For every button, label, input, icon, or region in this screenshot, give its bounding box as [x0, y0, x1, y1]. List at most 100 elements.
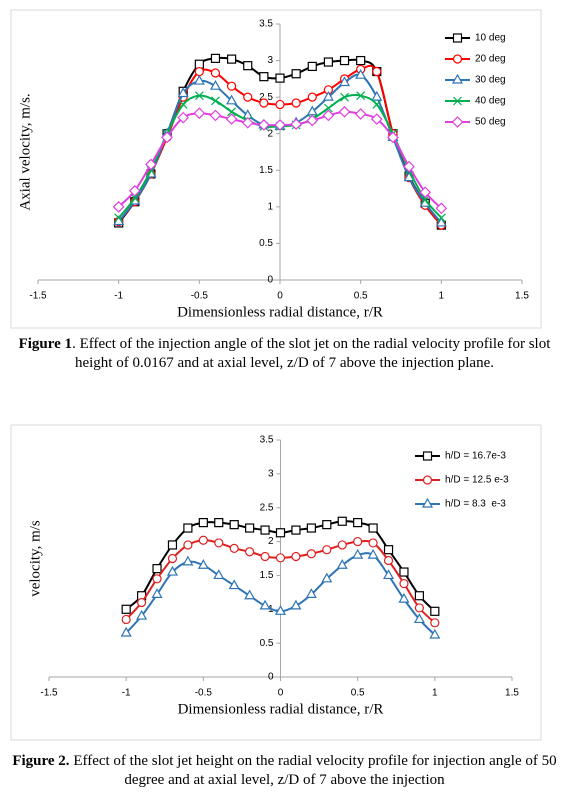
marker	[430, 606, 440, 616]
legend-label: h/D = 8.3 e-3	[445, 499, 506, 510]
marker	[291, 69, 301, 79]
marker	[209, 109, 222, 122]
marker	[245, 547, 255, 557]
marker	[387, 131, 399, 144]
caption-text: Effect of the slot jet height on the rad…	[69, 753, 557, 788]
x-tick-label: -0.5	[191, 291, 209, 302]
marker	[422, 475, 433, 485]
marker	[291, 525, 301, 535]
marker	[194, 66, 204, 77]
marker	[161, 131, 173, 144]
marker	[352, 548, 364, 559]
marker	[421, 497, 434, 508]
marker	[370, 113, 383, 125]
marker	[241, 116, 254, 129]
marker	[258, 119, 270, 131]
legend-label: h/D = 16.7e-3	[445, 451, 506, 462]
marker	[227, 54, 237, 64]
marker	[305, 588, 317, 598]
y-tick-label: 0.5	[259, 238, 273, 249]
marker	[291, 551, 301, 562]
marker	[452, 33, 463, 43]
marker	[275, 553, 286, 563]
x-tick-label: -0.5	[195, 688, 213, 699]
marker	[167, 540, 178, 550]
marker	[275, 528, 286, 538]
marker	[323, 57, 333, 67]
marker	[422, 451, 433, 461]
marker	[353, 518, 363, 528]
chart-frame	[10, 424, 542, 741]
marker	[137, 597, 147, 608]
marker	[166, 565, 178, 576]
marker	[413, 613, 425, 624]
caption-label: Figure 2.	[12, 753, 70, 769]
legend-label: 10 deg	[475, 33, 506, 44]
marker	[227, 81, 237, 91]
marker	[194, 91, 204, 101]
x-tick-label: 0.5	[354, 291, 368, 302]
marker	[307, 92, 317, 102]
marker	[152, 574, 162, 584]
marker	[260, 551, 270, 562]
x-tick-label: 0	[278, 688, 284, 699]
y-axis-title: velocity, m/s	[27, 520, 43, 597]
y-tick-label: 0	[268, 672, 274, 683]
marker	[338, 105, 351, 118]
caption-label: Figure 1	[18, 336, 73, 352]
y-tick-label: 1.5	[259, 165, 273, 176]
y-tick-label: 3.5	[260, 435, 274, 446]
marker	[114, 213, 124, 223]
y-tick-label: 2.5	[259, 92, 273, 103]
marker	[291, 98, 301, 108]
x-tick-label: -1	[122, 688, 131, 699]
legend-label: 50 deg	[475, 117, 506, 128]
y-tick-label: 3	[268, 468, 274, 479]
marker	[306, 523, 316, 533]
marker	[243, 92, 253, 102]
marker	[336, 559, 348, 569]
marker	[210, 53, 221, 63]
marker	[322, 90, 334, 101]
marker	[356, 91, 366, 101]
marker	[453, 96, 462, 106]
marker	[372, 66, 382, 77]
marker	[229, 520, 239, 530]
marker	[414, 603, 424, 613]
chart-frame	[10, 9, 542, 329]
legend-label: h/D = 12.5 e-3	[445, 475, 509, 486]
y-tick-label: 0.5	[260, 638, 274, 649]
legend-label: 40 deg	[475, 96, 506, 107]
x-tick-label: 1.5	[505, 688, 519, 699]
marker	[355, 68, 367, 79]
x-axis-title: Dimensionless radial distance, r/R	[177, 304, 383, 320]
marker	[178, 100, 188, 109]
marker	[372, 100, 382, 109]
marker	[323, 103, 333, 113]
marker	[213, 569, 225, 580]
marker	[339, 76, 351, 87]
x-tick-label: -1.5	[40, 688, 58, 699]
marker	[260, 525, 270, 535]
marker	[383, 569, 395, 580]
marker	[275, 99, 285, 110]
marker	[177, 111, 190, 124]
x-tick-label: 0.5	[351, 688, 365, 699]
caption: Figure 1. Effect of the injection angle …	[10, 335, 559, 373]
marker	[198, 535, 208, 545]
marker	[322, 545, 332, 555]
marker	[368, 538, 378, 548]
marker	[337, 516, 347, 526]
marker	[306, 114, 319, 127]
marker	[353, 536, 363, 547]
marker	[145, 158, 157, 171]
marker	[354, 108, 367, 120]
marker	[414, 591, 424, 601]
marker	[367, 548, 379, 559]
marker	[452, 54, 463, 64]
marker	[225, 113, 238, 125]
marker	[307, 61, 317, 72]
marker	[120, 626, 132, 637]
